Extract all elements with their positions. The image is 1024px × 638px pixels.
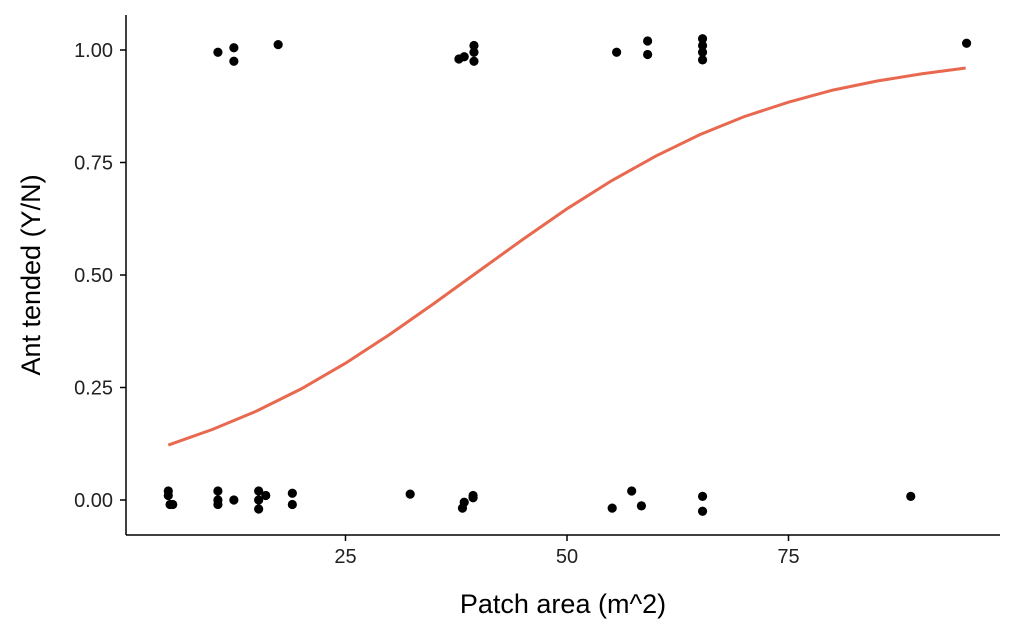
y-tick-label: 0.25: [74, 378, 113, 400]
data-point: [961, 38, 972, 48]
y-axis-label: Ant tended (Y/N): [16, 174, 46, 375]
data-point: [697, 47, 708, 57]
x-axis-ticks: 25 50 75: [334, 535, 800, 568]
data-point: [229, 56, 239, 66]
data-point: [612, 47, 622, 57]
data-point: [273, 40, 283, 50]
data-point: [163, 490, 173, 501]
data-point: [607, 503, 617, 513]
data-point: [469, 40, 479, 51]
data-point: [254, 495, 264, 505]
data-point: [254, 504, 264, 514]
data-point: [468, 493, 478, 503]
points-layer: [163, 34, 972, 516]
data-point: [643, 49, 653, 60]
x-axis-label: Patch area (m^2): [460, 589, 666, 619]
fit-curve: [167, 66, 966, 447]
data-point: [643, 36, 653, 46]
data-point: [697, 506, 708, 516]
y-tick-label: 0.50: [74, 265, 113, 287]
data-point: [287, 499, 297, 510]
data-point: [229, 43, 239, 53]
data-point: [213, 499, 223, 510]
data-point: [697, 491, 708, 501]
data-point: [459, 497, 469, 507]
data-point: [405, 489, 415, 499]
y-tick-label: 1.00: [74, 40, 113, 62]
x-tick-label: 75: [777, 546, 799, 568]
data-point: [213, 47, 223, 57]
y-tick-label: 0.00: [74, 490, 113, 512]
data-point: [697, 55, 708, 65]
data-point: [459, 52, 469, 62]
data-point: [627, 486, 637, 496]
data-point: [261, 490, 271, 501]
data-point: [469, 47, 479, 57]
data-point: [287, 488, 297, 498]
data-point: [697, 40, 708, 51]
data-point: [213, 486, 223, 496]
x-tick-label: 25: [334, 546, 356, 568]
data-point: [906, 491, 916, 501]
y-tick-label: 0.75: [74, 153, 113, 175]
data-point: [469, 56, 479, 66]
data-point: [168, 499, 178, 510]
data-point: [254, 486, 264, 496]
data-point: [636, 501, 647, 511]
y-axis-ticks: 0.00 0.25 0.50 0.75 1.00: [74, 40, 126, 512]
data-point: [229, 495, 239, 505]
data-point: [697, 34, 708, 44]
x-tick-label: 50: [556, 546, 578, 568]
